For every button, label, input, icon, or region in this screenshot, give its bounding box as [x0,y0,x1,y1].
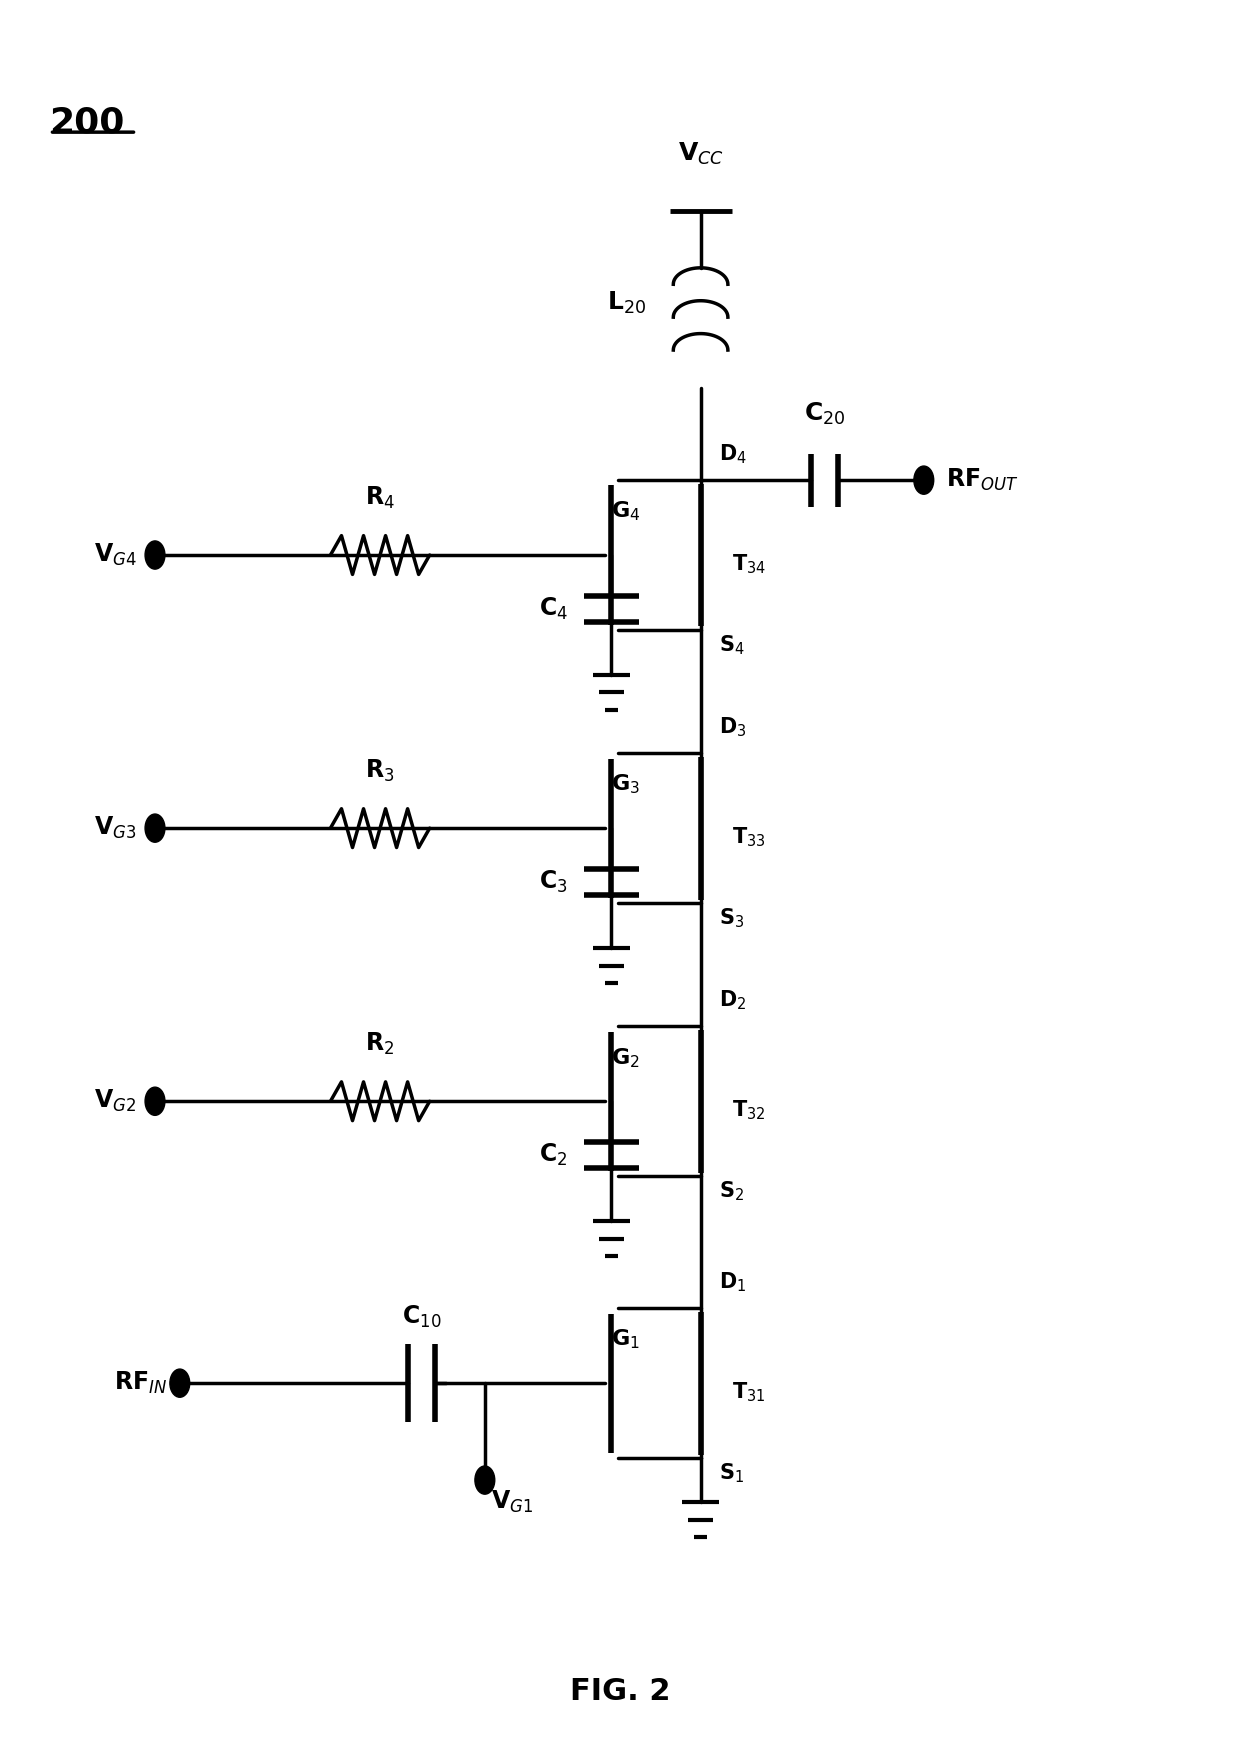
Circle shape [145,541,165,569]
Text: D$_1$: D$_1$ [719,1270,746,1293]
Text: D$_3$: D$_3$ [719,715,746,740]
Text: C$_4$: C$_4$ [539,596,568,622]
Text: R$_2$: R$_2$ [366,1031,394,1057]
Text: D$_4$: D$_4$ [719,442,748,465]
Text: RF$_{IN}$: RF$_{IN}$ [114,1371,167,1396]
Circle shape [145,814,165,842]
Text: 200: 200 [50,106,125,139]
Text: R$_3$: R$_3$ [366,758,394,784]
Text: T$_{33}$: T$_{33}$ [732,825,765,849]
Circle shape [914,465,934,493]
Text: L$_{20}$: L$_{20}$ [606,291,646,315]
Text: G$_3$: G$_3$ [611,774,640,796]
Text: T$_{31}$: T$_{31}$ [732,1380,765,1404]
Text: G$_2$: G$_2$ [611,1047,640,1070]
Text: V$_{CC}$: V$_{CC}$ [677,141,724,167]
Text: S$_1$: S$_1$ [719,1462,744,1485]
Text: C$_{10}$: C$_{10}$ [402,1304,441,1330]
Text: FIG. 2: FIG. 2 [569,1677,671,1706]
Text: G$_1$: G$_1$ [611,1329,640,1351]
Circle shape [475,1466,495,1494]
Text: RF$_{OUT}$: RF$_{OUT}$ [946,467,1019,493]
Text: G$_4$: G$_4$ [611,500,641,523]
Circle shape [145,1087,165,1115]
Text: S$_2$: S$_2$ [719,1181,744,1203]
Text: V$_{G3}$: V$_{G3}$ [94,816,136,840]
Text: V$_{G2}$: V$_{G2}$ [94,1089,136,1114]
Text: S$_4$: S$_4$ [719,633,745,657]
Text: C$_3$: C$_3$ [539,869,568,895]
Text: S$_3$: S$_3$ [719,906,744,930]
Text: T$_{34}$: T$_{34}$ [732,552,766,576]
Text: V$_{G4}$: V$_{G4}$ [93,543,136,567]
Text: D$_2$: D$_2$ [719,988,746,1011]
Text: C$_{20}$: C$_{20}$ [804,402,846,426]
Circle shape [170,1369,190,1397]
Text: C$_2$: C$_2$ [539,1142,568,1168]
Text: R$_4$: R$_4$ [365,485,396,511]
Text: V$_{G1}$: V$_{G1}$ [491,1489,533,1515]
Text: T$_{32}$: T$_{32}$ [732,1098,765,1122]
